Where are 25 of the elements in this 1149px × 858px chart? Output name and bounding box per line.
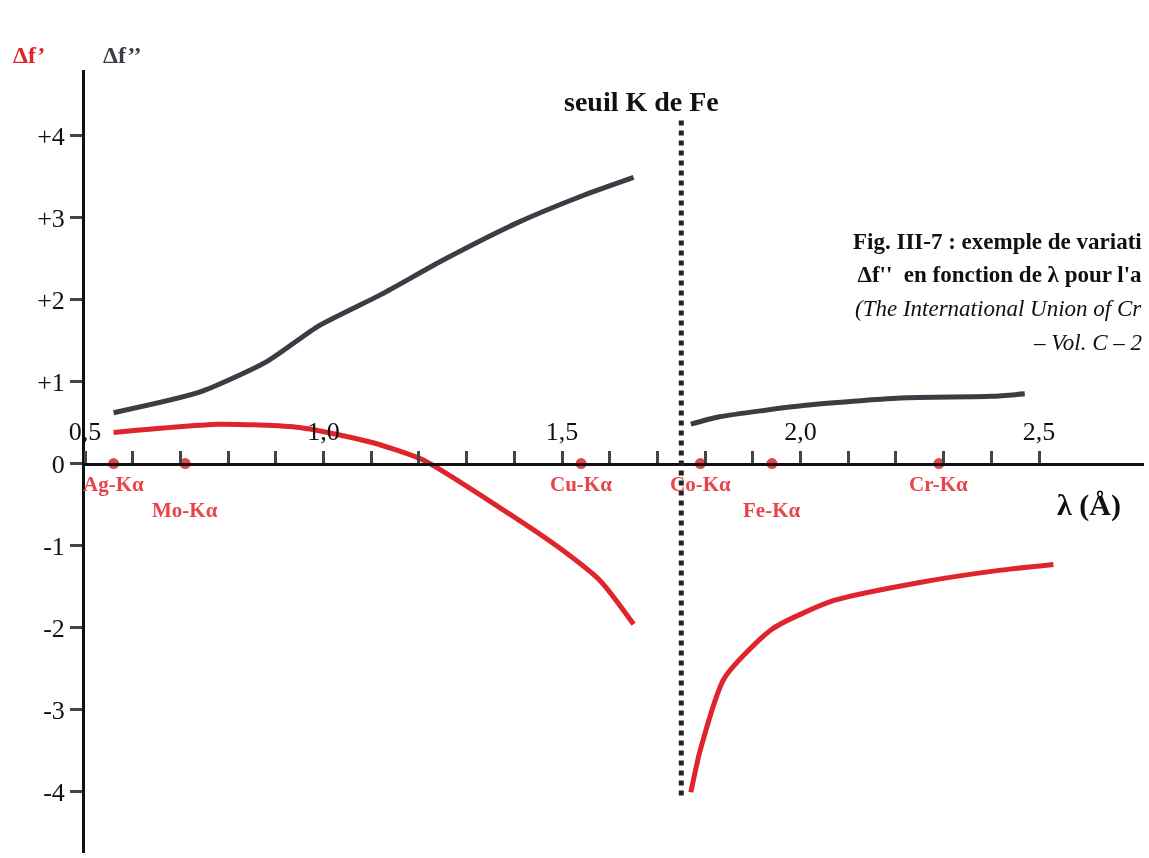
data-label: Cr-Kα (909, 472, 969, 496)
x-tick-label: 2,5 (1022, 417, 1056, 447)
annotation: Δf'' en fonction de λ pour l'a (853, 262, 1143, 287)
y-tick-label: +1 (37, 367, 65, 397)
data-label: Cu-Kα (550, 472, 613, 496)
data-label: Mo-Kα (152, 498, 218, 522)
ref-line-label: seuil K de Fe (564, 86, 719, 117)
y-tick-label: +4 (37, 121, 65, 151)
data-label: Fe-Kα (743, 498, 801, 522)
x-axis-title: λ (Å) (1057, 488, 1121, 522)
y-tick-label: -2 (43, 613, 65, 643)
y-tick-label: -3 (43, 695, 65, 725)
annotation: – Vol. C – 2 (1033, 330, 1142, 355)
annotation: Fig. III-7 : exemple de variati (853, 229, 1143, 254)
annotation: (The International Union of Cr (855, 296, 1143, 321)
y-tick-label: +2 (37, 285, 65, 315)
y-tick-label: +3 (37, 203, 65, 233)
data-label: Co-Kα (670, 472, 731, 496)
text: Δf’ (13, 42, 46, 68)
text: Δf’’ (103, 42, 142, 68)
y-tick-label: 0 (51, 449, 65, 479)
x-tick-label: 2,0 (784, 417, 817, 447)
y-tick-label: -4 (43, 777, 65, 807)
y-tick-label: -1 (43, 531, 65, 561)
x-tick-label: 1,5 (545, 417, 579, 447)
